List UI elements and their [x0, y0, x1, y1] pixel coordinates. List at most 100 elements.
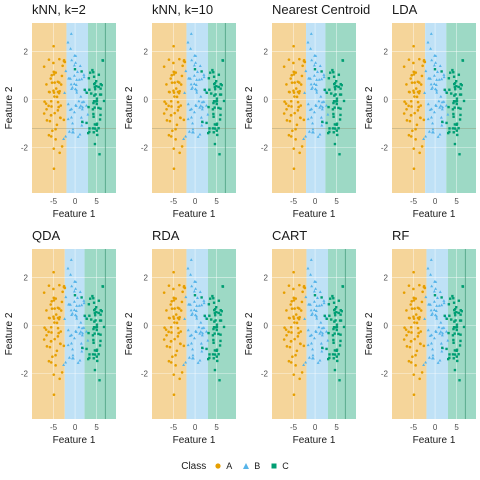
point-class-c [212, 341, 215, 344]
point-class-c [95, 305, 98, 309]
point-class-b [201, 105, 205, 109]
point-class-a [172, 373, 176, 376]
point-class-c [313, 68, 317, 71]
x-axis-label: Feature 1 [413, 435, 456, 446]
point-class-b [71, 127, 75, 131]
point-class-a [416, 306, 420, 310]
point-class-b [432, 308, 436, 311]
point-class-b [202, 75, 206, 79]
point-class-c [321, 346, 324, 350]
point-class-b [198, 331, 202, 335]
point-class-b [303, 91, 307, 94]
point-class-b [315, 88, 319, 92]
point-class-c [212, 101, 215, 105]
point-class-c [433, 68, 437, 71]
point-class-b [202, 73, 206, 76]
point-class-b [430, 87, 434, 91]
point-class-b [199, 94, 203, 98]
point-class-a [169, 77, 173, 80]
point-class-a [52, 147, 56, 150]
point-class-c [87, 331, 90, 335]
point-class-c [99, 107, 102, 110]
point-class-b [82, 299, 86, 302]
point-class-a [42, 338, 46, 341]
point-class-a [299, 83, 303, 86]
point-class-b [317, 99, 321, 103]
point-class-c [327, 77, 331, 80]
point-class-c [459, 339, 462, 343]
point-class-a [59, 104, 63, 107]
point-class-a [172, 44, 175, 48]
point-class-b [200, 77, 204, 81]
point-class-b [439, 115, 443, 119]
point-class-b [304, 295, 308, 299]
point-class-c [88, 130, 91, 134]
point-class-a [297, 105, 300, 109]
point-class-a [282, 338, 286, 341]
point-class-a [47, 284, 51, 287]
point-class-c [335, 311, 338, 314]
point-class-b [322, 326, 326, 329]
point-class-b [313, 279, 317, 283]
y-tick-label: -2 [381, 370, 389, 379]
point-class-a [282, 112, 286, 115]
point-class-c [87, 303, 91, 306]
point-class-a [296, 80, 300, 84]
y-tick-label: 2 [24, 274, 29, 283]
point-class-b [426, 102, 430, 106]
point-class-b [67, 129, 71, 133]
point-class-a [283, 326, 286, 329]
point-class-b [77, 325, 81, 329]
point-class-c [460, 309, 463, 313]
point-class-c [440, 296, 443, 299]
point-class-c [455, 97, 459, 100]
point-class-b [319, 115, 323, 119]
point-class-b [186, 117, 190, 121]
point-class-c [95, 99, 99, 103]
point-class-a [402, 338, 406, 341]
point-class-c [443, 314, 446, 318]
point-class-a [292, 317, 296, 320]
point-class-a [412, 287, 415, 291]
point-class-b [187, 76, 191, 80]
point-class-c [205, 121, 208, 125]
point-class-c [330, 92, 333, 95]
point-class-b [438, 331, 442, 335]
point-class-a [300, 300, 304, 304]
point-class-a [178, 283, 181, 287]
point-class-b [73, 279, 77, 283]
point-class-c [208, 88, 211, 91]
point-class-a [169, 99, 173, 103]
point-class-c [457, 73, 461, 76]
point-class-c [73, 294, 77, 297]
point-class-c [92, 341, 95, 344]
point-class-a [415, 123, 419, 127]
point-class-b [70, 87, 74, 91]
point-class-a [172, 287, 175, 291]
point-class-c [452, 100, 456, 103]
point-class-b [426, 40, 430, 44]
point-class-b [75, 90, 79, 94]
point-class-c [332, 100, 336, 103]
point-class-c [323, 314, 326, 318]
point-class-c [95, 311, 98, 314]
point-class-c [338, 153, 341, 156]
y-tick-label: 0 [24, 322, 29, 331]
point-class-c [453, 106, 456, 109]
point-class-a [292, 73, 296, 76]
point-class-c [452, 341, 455, 344]
point-class-c [447, 77, 451, 80]
point-class-b [434, 61, 438, 64]
point-class-c [458, 153, 461, 156]
point-class-a [409, 77, 413, 80]
point-class-c [87, 105, 90, 109]
point-class-c [332, 301, 336, 304]
point-class-a [49, 303, 53, 306]
point-class-c [339, 107, 342, 110]
point-class-b [69, 308, 73, 312]
point-class-b [437, 99, 441, 103]
point-class-a [44, 102, 48, 105]
point-class-b [71, 121, 75, 125]
point-class-c [208, 353, 211, 356]
point-class-b [429, 273, 433, 276]
